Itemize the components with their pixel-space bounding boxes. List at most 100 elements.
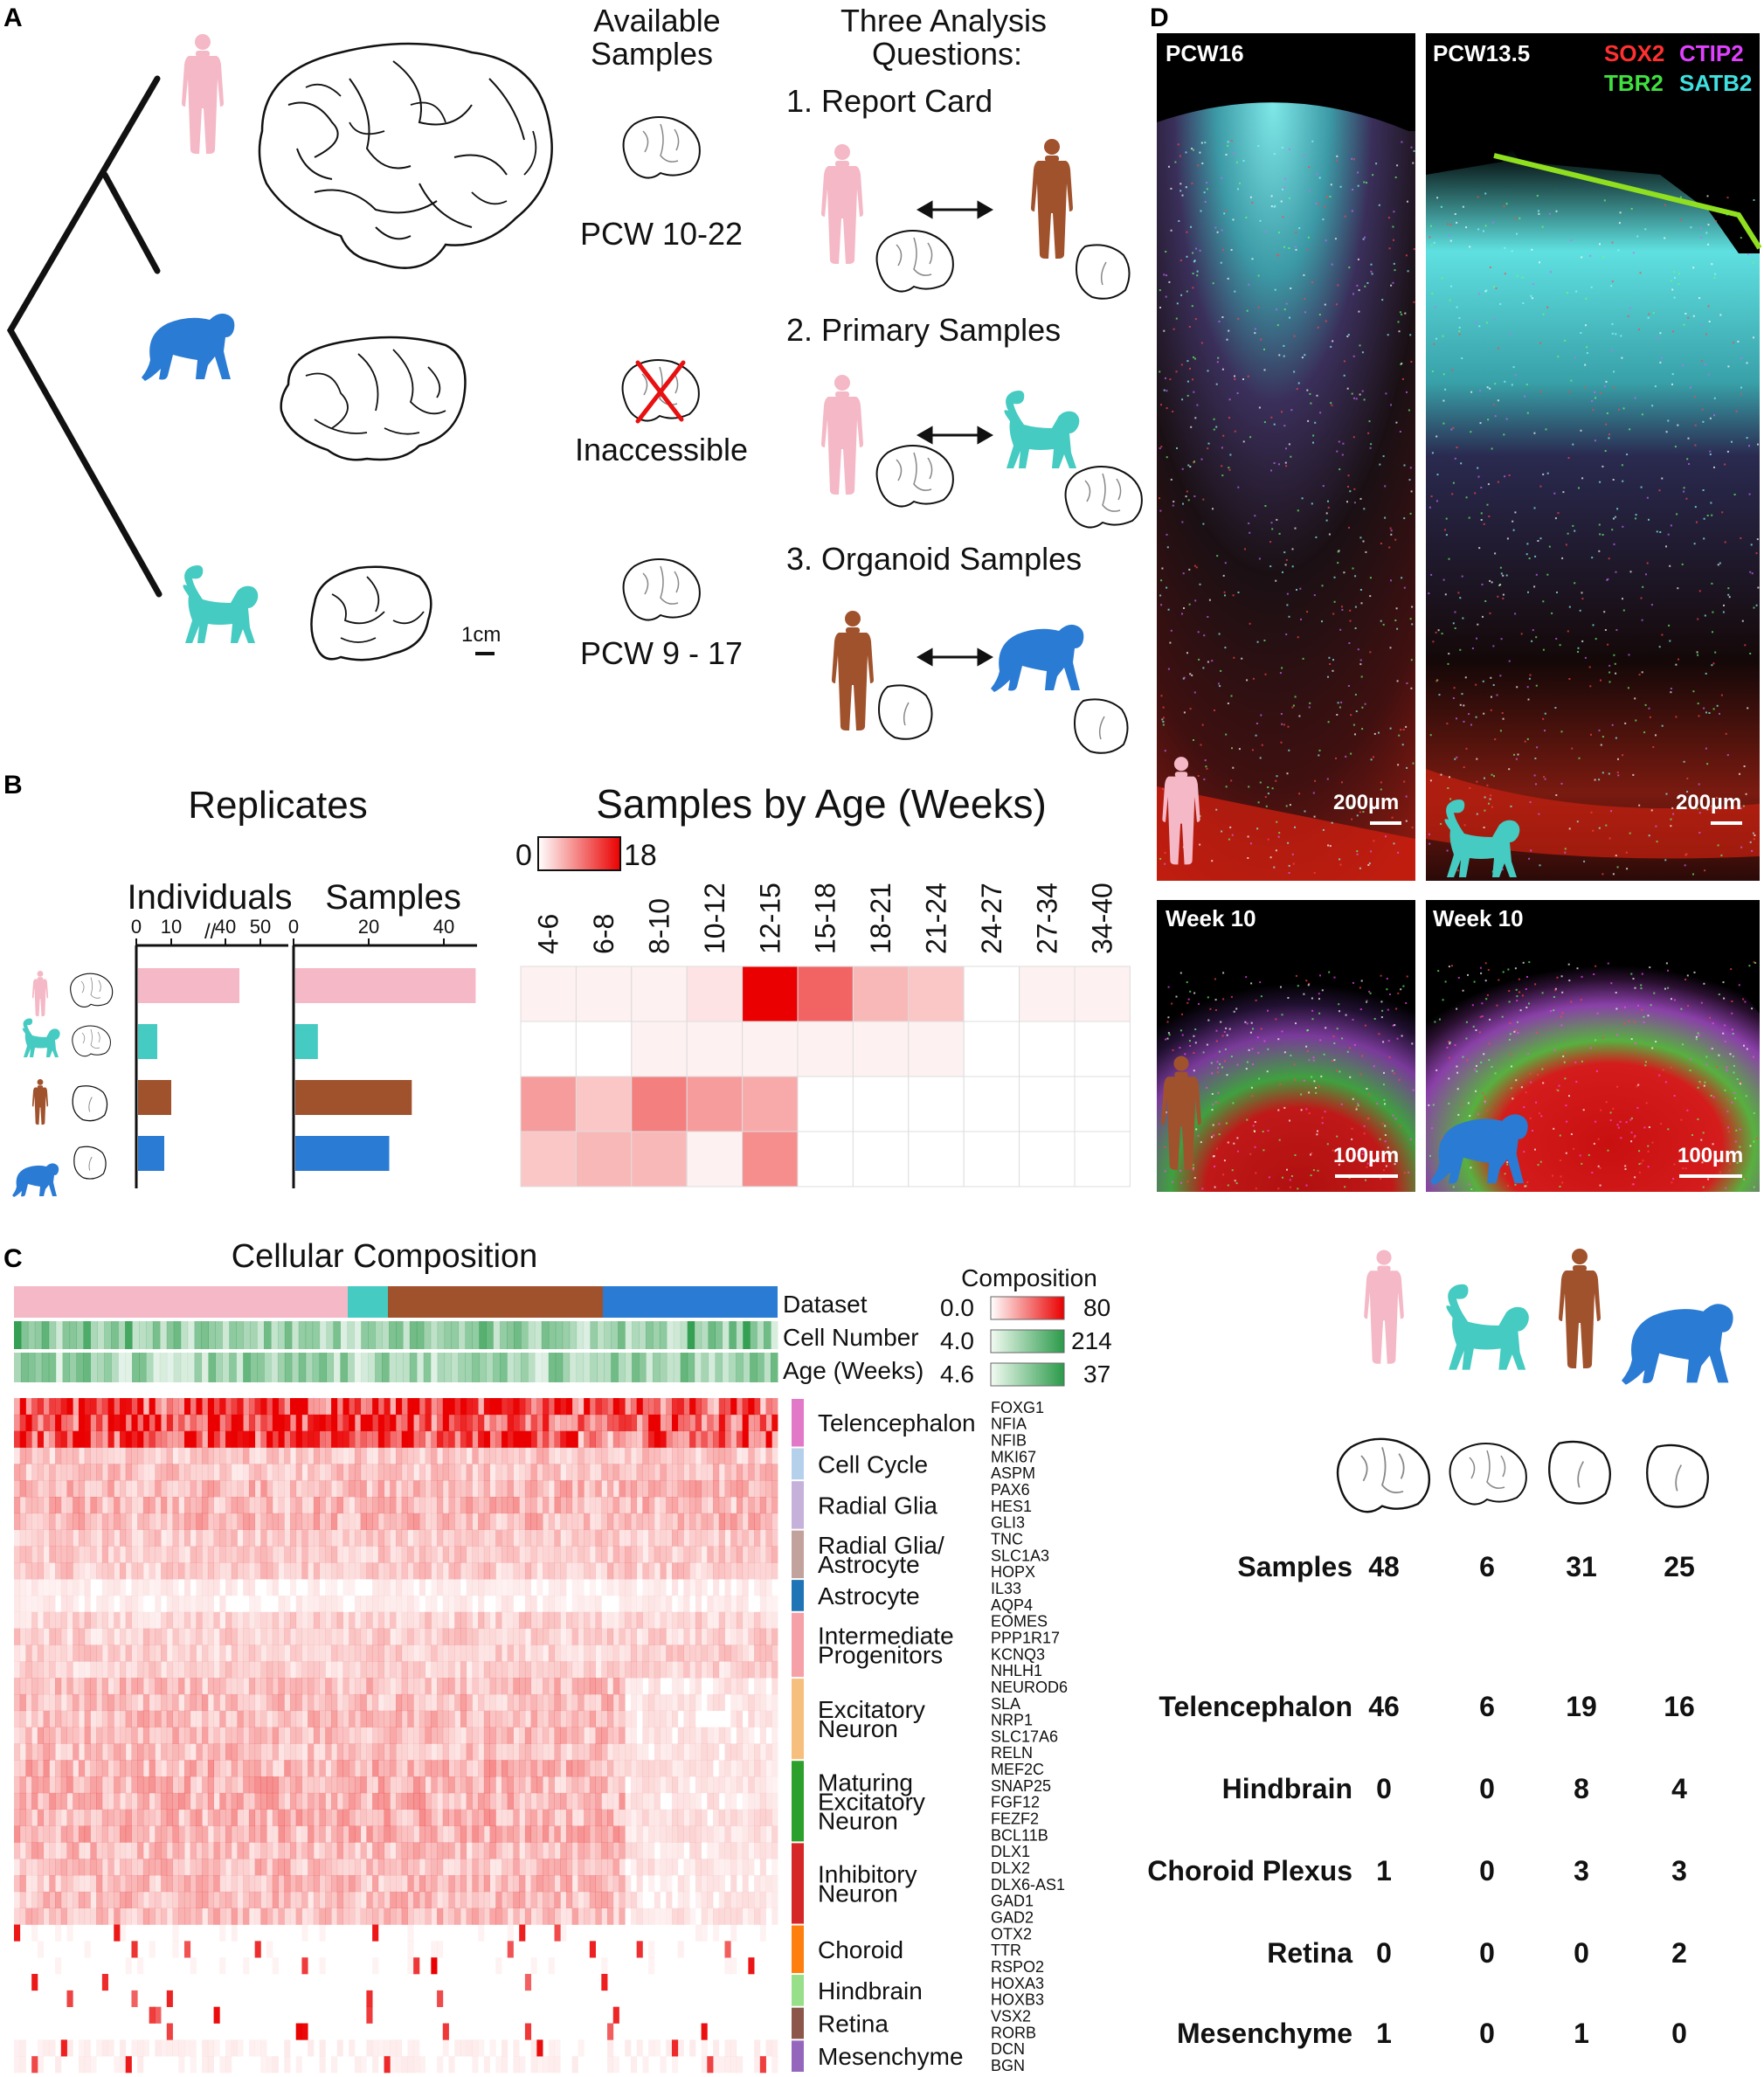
pcw16-scale-label: 200µm bbox=[1333, 791, 1399, 814]
age-heatmap-cell bbox=[797, 1076, 854, 1132]
heat-legend-min: 0 bbox=[515, 839, 532, 872]
category-name: Astrocyte bbox=[818, 1582, 920, 1610]
individuals-tick-label: 10 bbox=[161, 916, 182, 938]
age-column-label: 18-21 bbox=[865, 883, 896, 954]
category-name: Astrocyte bbox=[818, 1551, 920, 1578]
legend-comp-max: 80 bbox=[1083, 1294, 1110, 1321]
age-heatmap-cell bbox=[1019, 1021, 1076, 1077]
cellular-composition-title: Cellular Composition bbox=[232, 1238, 538, 1275]
legend-age-bar bbox=[990, 1362, 1065, 1387]
age-heatmap-cell bbox=[852, 1131, 910, 1187]
gene-label: PAX6 bbox=[991, 1481, 1030, 1499]
pcw16-label: PCW16 bbox=[1166, 40, 1244, 66]
available-samples-title-line1: Available bbox=[593, 3, 720, 38]
samples-bar bbox=[295, 968, 476, 1003]
category-name: Choroid bbox=[818, 1936, 903, 1963]
summary-cell: 6 bbox=[1479, 1551, 1495, 1582]
panel-b: B Replicates Individuals Samples 0 10 40 50… bbox=[3, 771, 1131, 1197]
summary-cell: 8 bbox=[1574, 1773, 1589, 1804]
summary-cell: 0 bbox=[1479, 2018, 1495, 2049]
human-brain-small bbox=[622, 116, 701, 179]
b-human-icon bbox=[31, 971, 49, 1017]
composition-heatmap bbox=[14, 1398, 778, 2074]
legend-age-min: 4.6 bbox=[940, 1360, 974, 1388]
gene-label: NRP1 bbox=[991, 1712, 1033, 1729]
age-heatmap-cell bbox=[1019, 966, 1076, 1022]
category-name: Mesenchyme bbox=[818, 2043, 964, 2070]
category-color-strip bbox=[792, 1399, 804, 1447]
gene-label: SNAP25 bbox=[991, 1777, 1051, 1795]
category-color-strip bbox=[792, 1679, 804, 1760]
age-heatmap-cell bbox=[852, 966, 910, 1022]
summary-cell: 25 bbox=[1664, 1551, 1695, 1582]
age-heatmap-cell bbox=[686, 1021, 744, 1077]
q1-double-arrow bbox=[916, 200, 994, 219]
age-heatmap-cell bbox=[686, 1131, 744, 1187]
category-name: Cell Cycle bbox=[818, 1450, 928, 1478]
questions-title-line1: Three Analysis bbox=[840, 3, 1047, 38]
track-age-label: Age (Weeks) bbox=[783, 1357, 924, 1384]
category-color-strip bbox=[792, 1975, 804, 2006]
summary-cell: 3 bbox=[1574, 1855, 1589, 1887]
inaccessible-cross-icon bbox=[635, 360, 686, 424]
macaque-brain-drawing bbox=[310, 565, 432, 661]
micrograph-organoid-human: Week 10 100µm bbox=[1157, 900, 1415, 1192]
table-human-organoid-icon bbox=[1548, 1440, 1611, 1505]
summary-cell: 0 bbox=[1671, 2018, 1687, 2049]
q3-chimp-icon bbox=[991, 624, 1084, 692]
age-heatmap-cell bbox=[908, 1021, 965, 1077]
table-human-brain-icon bbox=[1336, 1437, 1431, 1513]
gene-label: PPP1R17 bbox=[991, 1629, 1060, 1646]
age-column-label: 24-27 bbox=[976, 883, 1007, 954]
summary-cell: 48 bbox=[1368, 1551, 1400, 1582]
age-heatmap-cell bbox=[1019, 1076, 1076, 1132]
panel-c-label: C bbox=[3, 1244, 23, 1273]
category-name: Excitatory bbox=[818, 1788, 925, 1815]
age-heatmap-cell bbox=[520, 1021, 577, 1077]
age-column-label: 12-15 bbox=[754, 883, 785, 954]
summary-row-label: Choroid Plexus bbox=[1147, 1855, 1352, 1887]
category-color-strip bbox=[792, 1530, 804, 1579]
gene-label: RELN bbox=[991, 1744, 1033, 1762]
q2-macaque-brain-icon bbox=[1064, 466, 1143, 529]
individuals-bar bbox=[138, 1136, 164, 1171]
legend-cell-bar bbox=[990, 1329, 1065, 1354]
samples-bar bbox=[295, 1024, 318, 1059]
macaque-age-range: PCW 9 - 17 bbox=[580, 635, 743, 671]
human-icon bbox=[182, 34, 224, 154]
samples-tick-label: 40 bbox=[433, 916, 454, 938]
category-name: Excitatory bbox=[818, 1696, 925, 1723]
gene-label: SLC1A3 bbox=[991, 1547, 1049, 1564]
summary-cell: 3 bbox=[1671, 1855, 1687, 1887]
question-2-label: 2. Primary Samples bbox=[786, 312, 1061, 348]
gene-label: IL33 bbox=[991, 1580, 1021, 1597]
age-heatmap-cell bbox=[575, 1076, 633, 1132]
gene-label: FOXG1 bbox=[991, 1399, 1044, 1416]
age-heatmap-cell bbox=[575, 966, 633, 1022]
summary-cell: 6 bbox=[1479, 1691, 1495, 1722]
summary-row-label: Telencephalon bbox=[1159, 1691, 1352, 1722]
panel-b-label: B bbox=[3, 771, 23, 800]
category-name: Intermediate bbox=[818, 1622, 954, 1649]
organoid-human-scale-label: 100µm bbox=[1333, 1144, 1399, 1167]
category-name: Retina bbox=[818, 2011, 889, 2038]
legend-comp-min: 0.0 bbox=[940, 1294, 974, 1321]
macaque-icon bbox=[183, 565, 259, 643]
age-heatmap-cell bbox=[742, 1021, 799, 1077]
summary-cell: 0 bbox=[1376, 1937, 1392, 1969]
samples-title: Samples bbox=[325, 878, 461, 917]
gene-label: SLA bbox=[991, 1695, 1020, 1713]
age-heatmap-cell bbox=[852, 1076, 910, 1132]
category-color-strip bbox=[792, 1580, 804, 1611]
gene-label: OTX2 bbox=[991, 1925, 1032, 1942]
q3-human-organoid-icon bbox=[878, 684, 933, 740]
summary-cell: 0 bbox=[1479, 1855, 1495, 1887]
human-brain-drawing bbox=[258, 42, 553, 269]
age-column-label: 6-8 bbox=[588, 914, 619, 954]
legend-cell-min: 4.0 bbox=[940, 1327, 974, 1354]
gene-label: KCNQ3 bbox=[991, 1645, 1045, 1663]
marker-tbr2: TBR2 bbox=[1604, 70, 1664, 96]
